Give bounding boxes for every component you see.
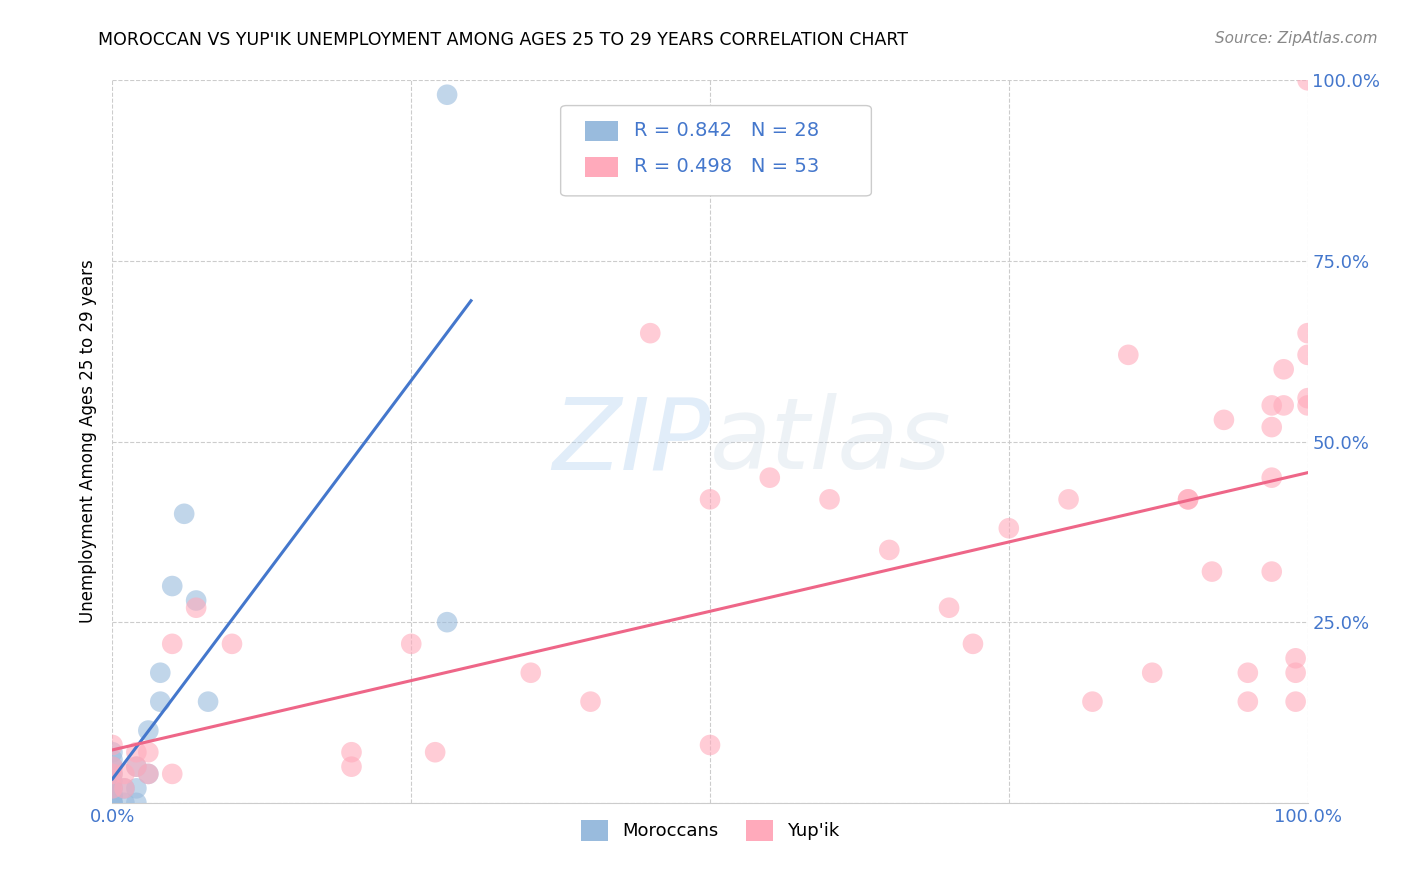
Point [1261,398,1284,412]
Point [818,492,841,507]
Point [101,789,124,803]
Point [1237,695,1260,709]
Point [1285,665,1308,680]
Point [101,796,124,810]
Point [149,695,172,709]
Point [101,796,124,810]
Point [1261,470,1284,484]
Point [138,767,160,781]
Text: R = 0.498   N = 53: R = 0.498 N = 53 [634,158,818,177]
Point [101,796,124,810]
Point [138,723,160,738]
Point [125,781,148,796]
Point [173,507,195,521]
Y-axis label: Unemployment Among Ages 25 to 29 years: Unemployment Among Ages 25 to 29 years [79,260,97,624]
Point [1272,398,1295,412]
Point [962,637,984,651]
Point [699,492,721,507]
Point [1213,413,1236,427]
Point [1296,73,1319,87]
Point [101,789,124,803]
Point [938,600,960,615]
Point [1201,565,1223,579]
Point [101,781,124,796]
Text: ZIP: ZIP [551,393,710,490]
Point [1177,492,1199,507]
Point [425,745,447,759]
Point [340,745,363,759]
Point [221,637,243,651]
Text: Source: ZipAtlas.com: Source: ZipAtlas.com [1215,31,1378,46]
FancyBboxPatch shape [585,157,619,178]
Point [101,745,124,759]
Point [1285,651,1308,665]
FancyBboxPatch shape [561,105,872,196]
Point [101,738,124,752]
Point [699,738,721,752]
Point [640,326,662,340]
Point [101,781,124,796]
Point [520,665,543,680]
Point [101,767,124,781]
Text: R = 0.842   N = 28: R = 0.842 N = 28 [634,121,818,140]
Point [101,774,124,789]
Point [101,767,124,781]
Point [138,745,160,759]
Point [162,767,183,781]
Point [759,470,782,484]
Point [1261,565,1284,579]
Point [1261,420,1284,434]
Point [1177,492,1199,507]
FancyBboxPatch shape [585,120,619,141]
Point [162,579,183,593]
Point [579,695,602,709]
Point [125,760,148,774]
Point [1285,695,1308,709]
Point [879,542,901,557]
Point [436,87,458,102]
Point [1296,398,1319,412]
Point [138,767,160,781]
Point [1237,665,1260,680]
Point [114,781,135,796]
Point [340,760,363,774]
Point [1272,362,1295,376]
Point [1118,348,1140,362]
Point [101,760,124,774]
Point [436,615,458,630]
Point [162,637,183,651]
Point [186,600,208,615]
Point [101,781,124,796]
Point [114,781,135,796]
Point [998,521,1021,535]
Point [125,760,148,774]
Point [401,637,423,651]
Point [1296,391,1319,405]
Point [1081,695,1104,709]
Point [125,796,148,810]
Point [101,752,124,766]
Point [1142,665,1164,680]
Point [149,665,172,680]
Point [1296,326,1319,340]
Point [197,695,219,709]
Point [125,745,148,759]
Point [1057,492,1080,507]
Point [186,593,208,607]
Point [101,789,124,803]
Legend: Moroccans, Yup'ik: Moroccans, Yup'ik [574,813,846,848]
Point [114,796,135,810]
Point [114,767,135,781]
Text: atlas: atlas [710,393,952,490]
Point [101,760,124,774]
Text: MOROCCAN VS YUP'IK UNEMPLOYMENT AMONG AGES 25 TO 29 YEARS CORRELATION CHART: MOROCCAN VS YUP'IK UNEMPLOYMENT AMONG AG… [98,31,908,49]
Point [1296,348,1319,362]
